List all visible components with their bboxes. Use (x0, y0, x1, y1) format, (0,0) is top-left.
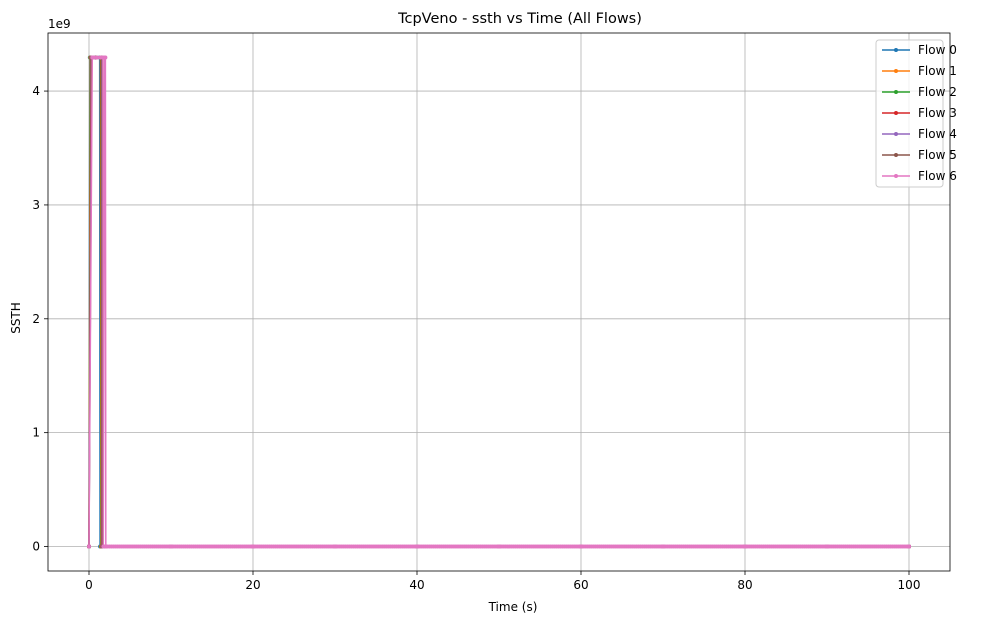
legend-marker-flow-2 (894, 90, 898, 94)
plot-frame (47, 32, 951, 572)
legend-label-flow-4: Flow 4 (918, 127, 957, 141)
x-tick-label: 0 (85, 578, 93, 592)
x-tick-label: 80 (737, 578, 752, 592)
data-point-flow-6 (87, 544, 91, 549)
y-tick-label: 1 (32, 426, 40, 440)
legend-marker-flow-4 (894, 132, 898, 136)
legend-label-flow-2: Flow 2 (918, 85, 957, 99)
legend-label-flow-5: Flow 5 (918, 148, 957, 162)
legend-marker-flow-6 (894, 174, 898, 178)
ticks-layer: 0 20 40 60 80 100 0 1 2 3 4 (32, 84, 920, 592)
legend-label-flow-3: Flow 3 (918, 106, 957, 120)
data-point-flow-6 (907, 544, 911, 549)
x-tick-label: 60 (573, 578, 588, 592)
x-axis-label: Time (s) (488, 600, 538, 614)
legend-label-flow-6: Flow 6 (918, 169, 957, 183)
series-layer (87, 55, 911, 549)
y-axis-label: SSTH (9, 302, 23, 334)
chart-title: TcpVeno - ssth vs Time (All Flows) (397, 11, 642, 27)
x-tick-label: 20 (245, 578, 260, 592)
y-tick-label: 3 (32, 198, 40, 212)
legend-marker-flow-5 (894, 153, 898, 157)
legend-marker-flow-1 (894, 69, 898, 73)
x-tick-label: 100 (898, 578, 921, 592)
zero-line-markers (103, 544, 911, 549)
data-point-flow-6 (91, 55, 96, 60)
data-point-flow-6 (103, 55, 108, 60)
y-tick-label: 2 (32, 312, 40, 326)
legend-marker-flow-0 (894, 48, 898, 52)
y-tick-label: 4 (32, 84, 40, 98)
y-tick-label: 0 (32, 540, 40, 554)
legend-label-flow-1: Flow 1 (918, 64, 957, 78)
legend: Flow 0 Flow 1 Flow 2 Flow 3 Flow 4 Flow 5 Flow… (875, 39, 957, 188)
y-axis-offset-label: 1e9 (48, 17, 71, 31)
x-tick-label: 40 (409, 578, 424, 592)
legend-label-flow-0: Flow 0 (918, 43, 957, 57)
data-point-flow-6 (95, 55, 100, 60)
legend-marker-flow-3 (894, 111, 898, 115)
